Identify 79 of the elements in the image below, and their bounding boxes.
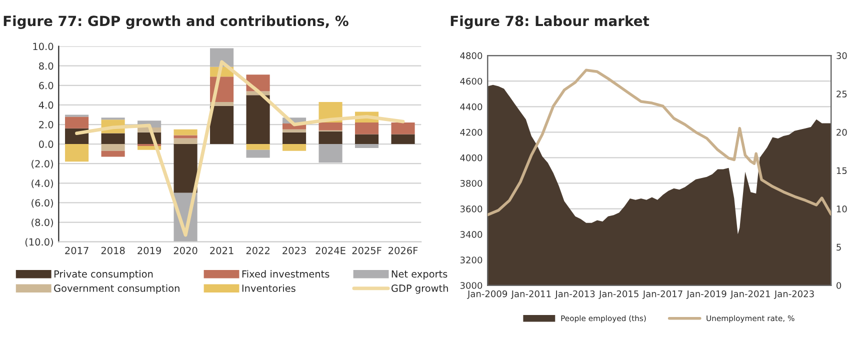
chart-title: Figure 78: Labour market	[450, 15, 650, 29]
bar	[282, 144, 306, 151]
y-tick-label: (6.0)	[32, 199, 53, 208]
y2-tick-label: 10	[836, 206, 847, 212]
line-series	[75, 60, 405, 237]
bar	[318, 122, 342, 130]
x-tick-label: 2025F	[352, 246, 382, 254]
y-tick-label: 6.0	[39, 82, 54, 90]
line-series	[488, 68, 832, 216]
x-tick-label: Jan-2023	[774, 290, 814, 299]
y2-tick-label: 5	[836, 244, 841, 251]
y2-tick-label: 25	[836, 90, 847, 98]
legend-label: Government consumption	[54, 284, 180, 294]
bar	[282, 132, 306, 144]
y-tick-label: 3600	[460, 206, 482, 212]
x-tick-label: 2021	[210, 246, 234, 254]
y-tick-label: (8.0)	[32, 218, 53, 228]
y-tick-label: 4.0	[38, 101, 54, 109]
x-tick-label: Jan-2019	[686, 290, 726, 299]
x-tick-label: 2023	[282, 246, 306, 254]
bar	[101, 150, 125, 157]
bar	[391, 122, 415, 134]
y-tick-label: 3800	[460, 180, 482, 187]
y-tick-label: (2.0)	[32, 160, 53, 169]
x-tick-label: Jan-2017	[642, 290, 682, 299]
x-tick-label: 2024E	[316, 246, 346, 254]
x-tick-label: Jan-2015	[598, 290, 638, 299]
y-tick-label: 4800	[460, 52, 482, 60]
bar	[354, 144, 379, 148]
y-tick-label: (4.0)	[32, 179, 53, 188]
y-tick-label: 8.0	[39, 62, 54, 70]
bar	[65, 144, 89, 162]
y-tick-label: 3400	[460, 231, 482, 238]
y-tick-label: 4600	[460, 78, 482, 85]
chart-title: Figure 77: GDP growth and contributions, %	[4, 15, 348, 29]
bar	[354, 122, 379, 134]
legend-label: Private consumption	[54, 270, 153, 280]
y-tick-label: 2.0	[39, 120, 54, 128]
y2-tick-label: 0	[836, 282, 842, 289]
bar	[174, 129, 198, 136]
bar	[210, 106, 234, 144]
legend-label: Fixed investments	[242, 270, 330, 278]
y-tick-label: 3000	[460, 282, 482, 289]
x-tick-label: Jan-2021	[730, 290, 770, 299]
bar	[246, 144, 270, 150]
bar	[318, 131, 342, 144]
bar	[282, 129, 306, 132]
x-tick-label: Jan-2009	[467, 290, 508, 299]
bar	[65, 116, 89, 128]
bar	[318, 144, 342, 163]
y2-tick-label: 15	[836, 167, 847, 174]
x-tick-label: 2018	[101, 246, 125, 254]
legend-label: Inventories	[242, 284, 296, 292]
y-tick-label: 0.0	[39, 140, 54, 148]
y-tick-label: 4400	[460, 103, 482, 110]
bar	[174, 138, 198, 144]
y-tick-label: 10.0	[33, 42, 54, 50]
y-tick-label: 4200	[460, 128, 482, 136]
legend-label: Net exports	[392, 270, 448, 280]
x-tick-label: 2019	[138, 246, 161, 254]
bar	[246, 150, 270, 158]
x-tick-label: 2017	[65, 246, 88, 254]
y2-tick-label: 30	[836, 52, 847, 60]
x-tick-label: 2026F	[388, 246, 418, 254]
bar	[101, 133, 125, 144]
x-tick-label: 2022	[246, 246, 270, 254]
bar	[174, 144, 198, 193]
bar	[246, 95, 270, 144]
x-tick-label: Jan-2013	[554, 290, 595, 299]
bar	[354, 134, 379, 144]
x-tick-label: Jan-2011	[510, 290, 551, 299]
legend-label: GDP growth	[391, 284, 448, 294]
y2-tick-label: 20	[836, 128, 847, 136]
x-tick-label: 2020	[174, 246, 198, 254]
y-tick-label: (10.0)	[25, 238, 53, 247]
y-tick-label: 4000	[460, 154, 482, 162]
bar	[391, 134, 415, 144]
bar	[101, 144, 125, 151]
y-tick-label: 3200	[460, 256, 482, 264]
